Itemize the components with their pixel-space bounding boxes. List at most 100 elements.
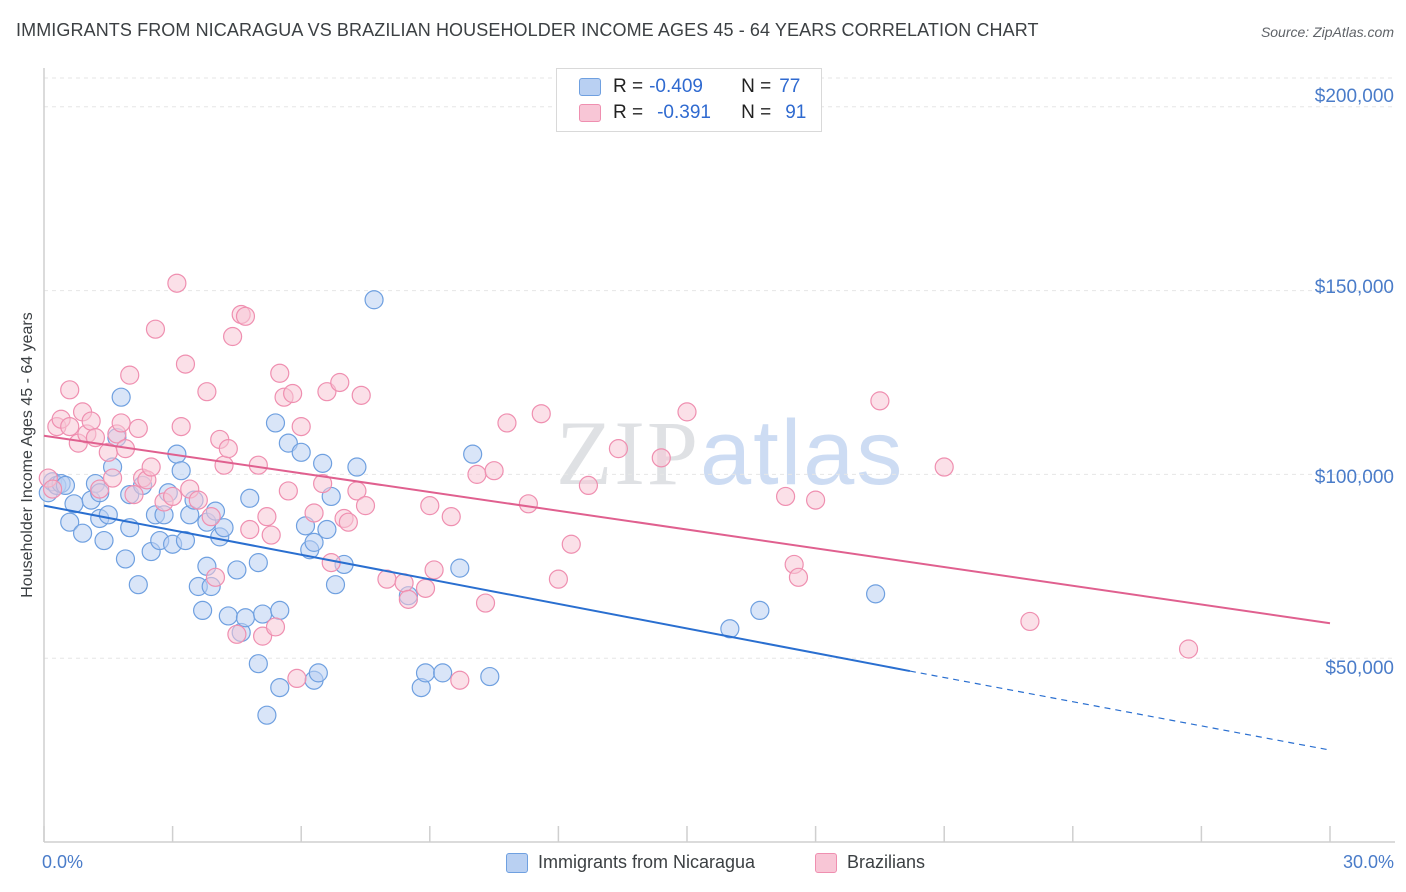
point-brazilians xyxy=(197,382,217,402)
point-nicaragua xyxy=(750,600,770,621)
point-brazilians xyxy=(313,473,333,494)
point-nicaragua xyxy=(270,677,290,698)
point-nicaragua xyxy=(60,512,80,532)
y-tick-label: $100,000 xyxy=(1314,467,1394,488)
point-nicaragua xyxy=(866,584,886,604)
point-brazilians xyxy=(175,354,196,374)
point-nicaragua xyxy=(98,505,118,525)
point-brazilians xyxy=(677,402,697,422)
point-brazilians xyxy=(398,589,418,609)
point-brazilians xyxy=(287,668,307,689)
point-nicaragua xyxy=(227,560,247,580)
point-brazilians xyxy=(484,461,504,481)
point-brazilians xyxy=(531,404,551,424)
y-axis-label: Householder Income Ages 45 - 64 years xyxy=(19,312,36,598)
point-brazilians xyxy=(60,380,80,400)
point-brazilians xyxy=(270,363,290,383)
legend-row-nicaragua: R = -0.409 N = 77 xyxy=(579,74,800,100)
correlation-legend: R = -0.409 N = 77 R = -0.391 N = 91 xyxy=(556,68,822,132)
point-nicaragua xyxy=(347,457,367,477)
bottom-legend-swatch-blue xyxy=(506,852,528,873)
legend-n-label: N = xyxy=(741,76,772,97)
legend-r-value: -0.391 xyxy=(657,102,711,123)
point-nicaragua xyxy=(111,387,131,407)
point-brazilians xyxy=(257,507,277,527)
point-brazilians xyxy=(475,593,496,613)
point-brazilians xyxy=(775,486,796,507)
trend-line-nicaragua xyxy=(43,504,911,673)
point-brazilians xyxy=(467,464,487,484)
point-brazilians xyxy=(415,578,436,598)
point-nicaragua xyxy=(308,663,328,683)
legend-swatch-blue xyxy=(579,78,601,96)
point-brazilians xyxy=(90,479,110,499)
point-nicaragua xyxy=(72,523,93,543)
point-nicaragua xyxy=(450,558,470,578)
x-tick-label-min: 0.0% xyxy=(42,852,84,872)
point-nicaragua xyxy=(433,663,453,683)
point-brazilians xyxy=(223,326,243,347)
legend-swatch-pink xyxy=(579,104,601,122)
point-brazilians xyxy=(788,567,809,587)
bottom-legend-label: Immigrants from Nicaragua xyxy=(538,852,756,872)
point-brazilians xyxy=(188,490,208,510)
point-brazilians xyxy=(338,512,358,532)
point-brazilians xyxy=(205,567,226,587)
point-nicaragua xyxy=(480,666,500,687)
point-brazilians xyxy=(42,479,63,499)
bottom-legend-nicaragua: Immigrants from Nicaragua xyxy=(506,852,755,873)
point-brazilians xyxy=(102,468,123,488)
chart-title: IMMIGRANTS FROM NICARAGUA VS BRAZILIAN H… xyxy=(16,20,1039,40)
point-nicaragua xyxy=(94,530,114,551)
point-nicaragua xyxy=(218,606,238,626)
legend-r-value: -0.409 xyxy=(649,76,703,97)
point-brazilians xyxy=(167,273,187,293)
point-brazilians xyxy=(278,481,298,501)
bottom-legend-label: Brazilians xyxy=(847,852,926,872)
x-tick-label-max: 30.0% xyxy=(1342,852,1394,872)
point-brazilians xyxy=(171,416,191,437)
point-brazilians xyxy=(163,486,183,507)
point-brazilians xyxy=(261,525,281,545)
legend-r-label: R = xyxy=(613,76,644,97)
point-nicaragua xyxy=(193,600,213,621)
source-label: Source: ZipAtlas.com xyxy=(1260,24,1394,40)
y-tick-label: $200,000 xyxy=(1314,86,1394,107)
point-brazilians xyxy=(124,485,144,505)
point-nicaragua xyxy=(720,619,740,639)
point-nicaragua xyxy=(248,654,268,674)
point-nicaragua xyxy=(240,488,260,508)
point-nicaragua xyxy=(304,532,324,552)
bottom-legend-brazilians: Brazilians xyxy=(815,852,925,873)
point-brazilians xyxy=(578,475,599,496)
point-brazilians xyxy=(120,365,140,385)
point-nicaragua xyxy=(325,575,346,595)
point-nicaragua xyxy=(364,290,384,310)
point-nicaragua xyxy=(463,444,483,464)
point-brazilians xyxy=(283,383,303,404)
point-nicaragua xyxy=(235,608,256,628)
point-nicaragua xyxy=(313,453,333,473)
point-brazilians xyxy=(81,411,101,431)
point-brazilians xyxy=(805,490,826,510)
point-brazilians xyxy=(128,418,148,439)
point-brazilians xyxy=(265,617,286,637)
point-brazilians xyxy=(330,372,350,393)
point-brazilians xyxy=(608,439,629,459)
point-nicaragua xyxy=(317,519,337,540)
point-brazilians xyxy=(111,413,131,433)
point-brazilians xyxy=(218,439,238,459)
point-nicaragua xyxy=(291,442,311,462)
point-brazilians xyxy=(518,494,538,514)
point-nicaragua xyxy=(128,575,148,595)
point-brazilians xyxy=(497,413,517,433)
point-brazilians xyxy=(1020,611,1040,632)
point-brazilians xyxy=(351,385,371,405)
point-nicaragua xyxy=(214,518,234,538)
point-nicaragua xyxy=(265,413,286,433)
point-brazilians xyxy=(355,496,376,516)
point-brazilians xyxy=(141,457,161,477)
point-brazilians xyxy=(548,569,569,589)
watermark-atlas: atlas xyxy=(700,402,905,504)
